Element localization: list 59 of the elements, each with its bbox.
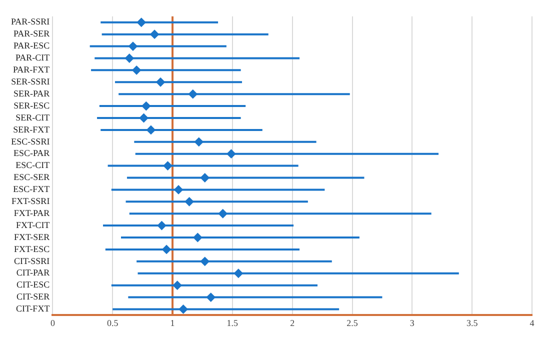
point	[193, 233, 202, 242]
x-tick-label: 3	[410, 318, 415, 328]
x-tick-label: 1	[170, 318, 175, 328]
point	[206, 292, 216, 302]
point	[218, 209, 228, 218]
point	[200, 173, 210, 182]
y-tick-label: FXT-PAR	[14, 208, 50, 218]
y-tick-label: CIT-FXT	[16, 304, 50, 314]
point	[128, 42, 138, 51]
y-tick-label: FXT-SSRI	[12, 196, 50, 206]
y-tick-label: SER-SSRI	[11, 76, 50, 86]
point	[132, 66, 142, 75]
y-tick-label: SER-CIT	[16, 112, 50, 122]
x-tick-label: 4	[530, 318, 535, 328]
point	[139, 113, 148, 122]
y-tick-label: CIT-SER	[16, 292, 50, 302]
y-tick-label: ESC-SSRI	[11, 136, 50, 146]
y-tick-label: ESC-CIT	[16, 160, 50, 170]
y-tick-label: FXT-SER	[14, 232, 50, 242]
y-tick-label: SER-FXT	[13, 124, 50, 134]
point	[156, 78, 166, 87]
x-tick-label: 3.5	[466, 318, 478, 328]
point	[200, 256, 210, 266]
point	[146, 125, 156, 134]
point	[136, 18, 146, 27]
y-tick-label: FXT-ESC	[14, 244, 50, 254]
x-tick-label: 2.5	[346, 318, 358, 328]
x-tick-label: 0	[50, 318, 56, 328]
point	[163, 161, 172, 170]
point	[188, 90, 198, 99]
x-tick-label: 1.5	[226, 318, 239, 328]
y-tick-label: SER-PAR	[14, 88, 50, 98]
point	[162, 244, 172, 254]
y-tick-label: CIT-ESC	[16, 280, 50, 290]
point	[178, 304, 188, 314]
point	[142, 102, 151, 111]
y-tick-label: ESC-FXT	[13, 184, 50, 194]
y-tick-label: FXT-CIT	[16, 220, 50, 230]
y-tick-label: CIT-PAR	[16, 268, 50, 278]
x-tick-label: 2	[290, 318, 295, 328]
y-tick-label: CIT-SSRI	[14, 256, 50, 266]
y-tick-label: PAR-ESC	[14, 40, 50, 51]
point	[124, 54, 134, 63]
point	[172, 280, 182, 290]
y-tick-label: PAR-SSRI	[10, 16, 50, 27]
point	[194, 137, 204, 146]
point	[150, 30, 160, 39]
point	[234, 268, 243, 278]
x-tick-label: 0.5	[106, 318, 119, 328]
y-tick-label: PAR-CIT	[16, 52, 50, 63]
y-tick-label: SER-ESC	[14, 100, 50, 110]
point	[184, 197, 194, 206]
y-tick-label: ESC-PAR	[14, 148, 50, 158]
point	[157, 221, 166, 230]
y-tick-label: PAR-SER	[14, 28, 50, 39]
point	[226, 149, 236, 158]
point	[174, 185, 184, 194]
y-tick-label: PAR-FXT	[13, 64, 50, 75]
y-tick-label: ESC-SER	[14, 172, 50, 182]
